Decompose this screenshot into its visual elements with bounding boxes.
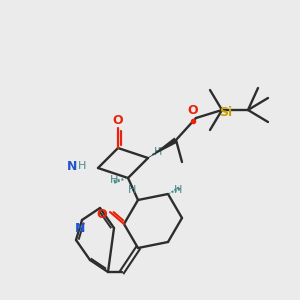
Text: H: H xyxy=(78,161,86,171)
Text: N: N xyxy=(75,221,85,235)
Text: O: O xyxy=(97,208,107,220)
Text: Si: Si xyxy=(219,106,232,118)
Text: N: N xyxy=(67,160,77,172)
Text: H: H xyxy=(128,185,136,195)
Polygon shape xyxy=(148,137,178,158)
Text: O: O xyxy=(113,115,123,128)
Text: O: O xyxy=(188,103,198,116)
Text: H: H xyxy=(110,175,118,185)
Text: H: H xyxy=(154,147,162,157)
Text: H: H xyxy=(174,185,182,195)
